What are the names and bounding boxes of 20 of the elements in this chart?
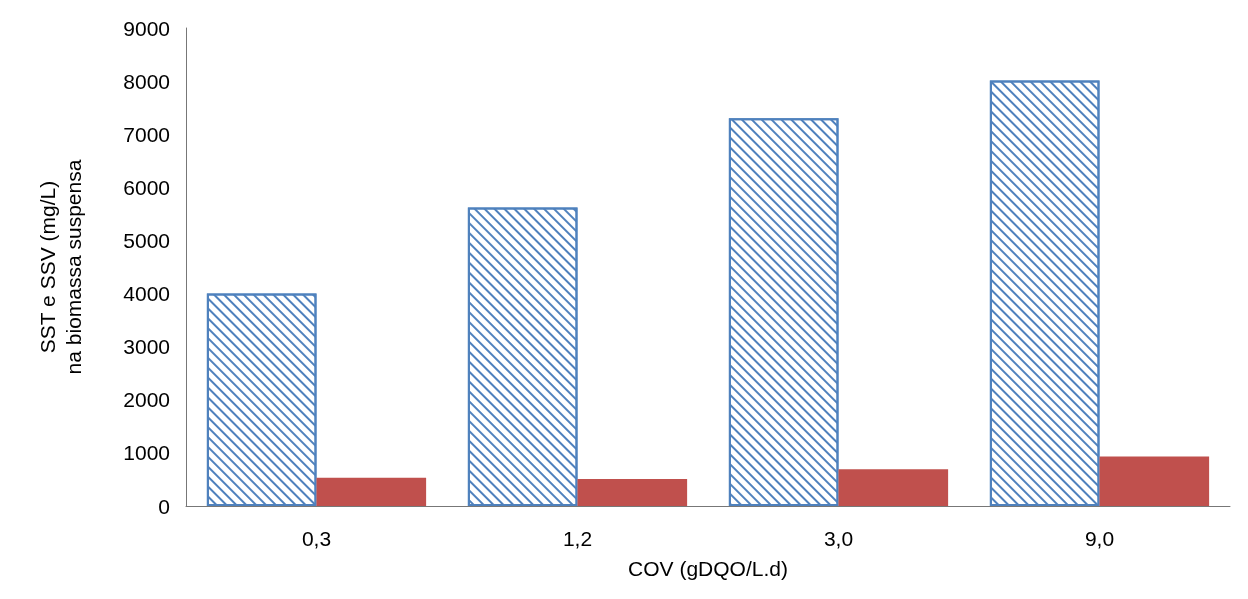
y-tick-label: 2000 bbox=[123, 388, 170, 412]
bar bbox=[1099, 456, 1210, 506]
y-tick-label: 3000 bbox=[123, 335, 170, 359]
bar bbox=[838, 469, 949, 506]
x-tick-label: 0,3 bbox=[301, 527, 332, 550]
y-tick-label: 4000 bbox=[123, 282, 170, 306]
x-tick-label: 9,0 bbox=[1084, 527, 1115, 550]
y-tick-label: 8000 bbox=[123, 69, 170, 93]
x-axis-title: COV (gDQO/L.d) bbox=[628, 557, 788, 580]
y-tick-label: 0 bbox=[158, 494, 170, 518]
x-tick-label: 3,0 bbox=[823, 527, 854, 550]
y-tick-label: 1000 bbox=[123, 441, 170, 465]
y-tick-label: 9000 bbox=[123, 16, 170, 40]
y-tick-label: 6000 bbox=[123, 175, 170, 199]
bar bbox=[577, 478, 688, 506]
y-tick-label: 5000 bbox=[123, 228, 170, 252]
y-axis-title: SST e SSV (mg/L) na biomassa suspensa bbox=[35, 159, 85, 375]
x-tick-label: 1,2 bbox=[562, 527, 593, 550]
bar bbox=[316, 477, 427, 506]
y-tick-label: 7000 bbox=[123, 122, 170, 146]
